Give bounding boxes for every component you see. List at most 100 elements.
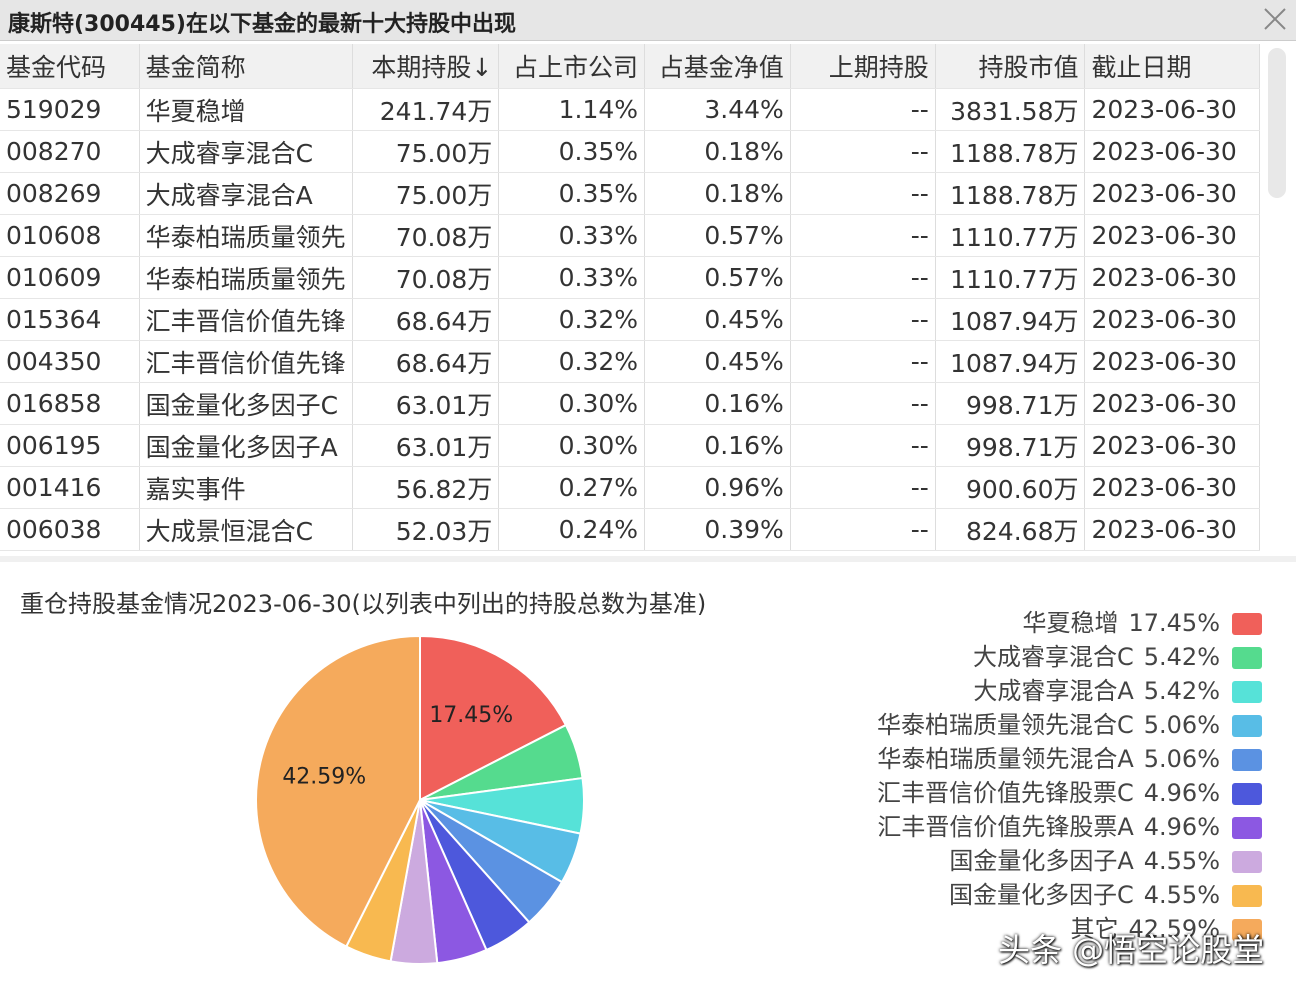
legend-name: 其它 — [1070, 915, 1118, 943]
legend-value: 4.55% — [1144, 847, 1220, 875]
table-cell: 1110.77万 — [935, 256, 1086, 299]
legend-swatch — [1232, 647, 1262, 669]
legend-label: 华夏稳增 17.45% — [1022, 609, 1220, 637]
legend-swatch — [1232, 885, 1262, 907]
legend-name: 汇丰晋信价值先锋股票A — [877, 813, 1134, 841]
table-cell: 1110.77万 — [935, 214, 1086, 257]
table-cell: 0.35% — [498, 130, 646, 173]
table-cell: 0.18% — [644, 130, 791, 173]
legend-swatch — [1232, 851, 1262, 873]
legend-value: 17.45% — [1128, 609, 1220, 637]
table-cell: 2023-06-30 — [1084, 172, 1260, 215]
table-cell: -- — [790, 424, 936, 467]
table-cell: 004350 — [0, 340, 140, 383]
table-cell: 015364 — [0, 298, 140, 341]
table-cell: 大成睿享混合A — [139, 172, 353, 215]
table-cell: 52.03万 — [352, 508, 500, 551]
legend-value: 4.96% — [1144, 779, 1220, 807]
table-cell: 嘉实事件 — [139, 466, 353, 509]
table-cell: 2023-06-30 — [1084, 298, 1260, 341]
table-cell: 1.14% — [498, 88, 646, 131]
table-cell: -- — [790, 88, 936, 131]
legend-name: 国金量化多因子A — [949, 847, 1134, 875]
table-cell: 0.57% — [644, 214, 791, 257]
close-button[interactable] — [1262, 6, 1288, 32]
column-header: 基金代码 — [0, 44, 140, 89]
table-cell: 大成睿享混合C — [139, 130, 353, 173]
scrollbar[interactable] — [1268, 48, 1286, 198]
table-cell: 998.71万 — [935, 382, 1086, 425]
table-cell: 006038 — [0, 508, 140, 551]
legend-label: 华泰柏瑞质量领先混合A 5.06% — [877, 745, 1220, 773]
legend-swatch — [1232, 919, 1262, 941]
table-cell: 010608 — [0, 214, 140, 257]
table-cell: 0.96% — [644, 466, 791, 509]
table-cell: 010609 — [0, 256, 140, 299]
legend-label: 汇丰晋信价值先锋股票A 4.96% — [877, 813, 1220, 841]
table-cell: 0.32% — [498, 298, 646, 341]
legend-value: 5.06% — [1144, 711, 1220, 739]
table-cell: 0.16% — [644, 424, 791, 467]
table-cell: 0.16% — [644, 382, 791, 425]
legend-label: 大成睿享混合A 5.42% — [973, 677, 1220, 705]
column-header: 占基金净值 — [644, 44, 791, 89]
legend-label: 大成睿享混合C 5.42% — [973, 643, 1220, 671]
table-cell: 2023-06-30 — [1084, 382, 1260, 425]
slice-label: 42.59% — [282, 764, 366, 789]
table-row: 016858 国金量化多因子C 63.01万 0.30% 0.16% -- 998.71万 2… — [0, 382, 1260, 425]
legend-label: 其它 42.59% — [1070, 915, 1220, 943]
column-header: 本期持股↓ — [352, 44, 500, 89]
legend-value: 5.06% — [1144, 745, 1220, 773]
table-cell: 1087.94万 — [935, 298, 1086, 341]
table-cell: 70.08万 — [352, 214, 500, 257]
table-cell: -- — [790, 130, 936, 173]
pie-slice — [255, 634, 421, 948]
table-cell: 900.60万 — [935, 466, 1086, 509]
table-cell: 国金量化多因子C — [139, 382, 353, 425]
pie-slice — [419, 634, 568, 802]
table-cell: 0.33% — [498, 256, 646, 299]
table-cell: 3.44% — [644, 88, 791, 131]
table-cell: 2023-06-30 — [1084, 340, 1260, 383]
table-cell: 68.64万 — [352, 298, 500, 341]
column-header: 持股市值 — [935, 44, 1086, 89]
column-header: 上期持股 — [790, 44, 936, 89]
table-cell: 0.45% — [644, 340, 791, 383]
table-cell: 56.82万 — [352, 466, 500, 509]
column-header: 占上市公司 — [498, 44, 646, 89]
legend-value: 5.42% — [1144, 643, 1220, 671]
legend-swatch — [1232, 715, 1262, 737]
legend-name: 华泰柏瑞质量领先混合C — [877, 711, 1134, 739]
legend-name: 大成睿享混合C — [973, 643, 1134, 671]
table-cell: 001416 — [0, 466, 140, 509]
table-cell: 008270 — [0, 130, 140, 173]
table-cell: -- — [790, 214, 936, 257]
table-cell: 1087.94万 — [935, 340, 1086, 383]
table-cell: 0.27% — [498, 466, 646, 509]
table-cell: 3831.58万 — [935, 88, 1086, 131]
table-cell: 68.64万 — [352, 340, 500, 383]
legend-name: 汇丰晋信价值先锋股票C — [877, 779, 1134, 807]
column-header: 截止日期 — [1084, 44, 1260, 89]
table-wrap: 基金代码 基金简称 本期持股↓ 占上市公司 占基金净值 上期持股 持股市值 截止日期 51902… — [0, 44, 1260, 554]
table-cell: 1188.78万 — [935, 172, 1086, 215]
fund-table: 基金代码 基金简称 本期持股↓ 占上市公司 占基金净值 上期持股 持股市值 截止日期 51902… — [0, 44, 1260, 551]
legend-name: 国金量化多因子C — [949, 881, 1134, 909]
table-row: 004350 汇丰晋信价值先锋 68.64万 0.32% 0.45% -- 1087.94万… — [0, 340, 1260, 383]
table-row: 015364 汇丰晋信价值先锋 68.64万 0.32% 0.45% -- 1087.94万… — [0, 298, 1260, 341]
table-row: 010609 华泰柏瑞质量领先 70.08万 0.33% 0.57% -- 1110.77万… — [0, 256, 1260, 299]
legend-swatch — [1232, 613, 1262, 635]
legend-name: 华夏稳增 — [1022, 609, 1118, 637]
table-cell: 1188.78万 — [935, 130, 1086, 173]
table-cell: 008269 — [0, 172, 140, 215]
table-cell: 519029 — [0, 88, 140, 131]
legend-label: 华泰柏瑞质量领先混合C 5.06% — [877, 711, 1220, 739]
table-cell: 2023-06-30 — [1084, 130, 1260, 173]
table-cell: 016858 — [0, 382, 140, 425]
table-row: 008269 大成睿享混合A 75.00万 0.35% 0.18% -- 1188.78万 2… — [0, 172, 1260, 215]
table-cell: 华泰柏瑞质量领先 — [139, 256, 353, 299]
column-header: 基金简称 — [139, 44, 353, 89]
table-cell: 大成景恒混合C — [139, 508, 353, 551]
table-cell: 0.30% — [498, 382, 646, 425]
title-bar: 康斯特(300445)在以下基金的最新十大持股中出现 — [0, 0, 1296, 41]
